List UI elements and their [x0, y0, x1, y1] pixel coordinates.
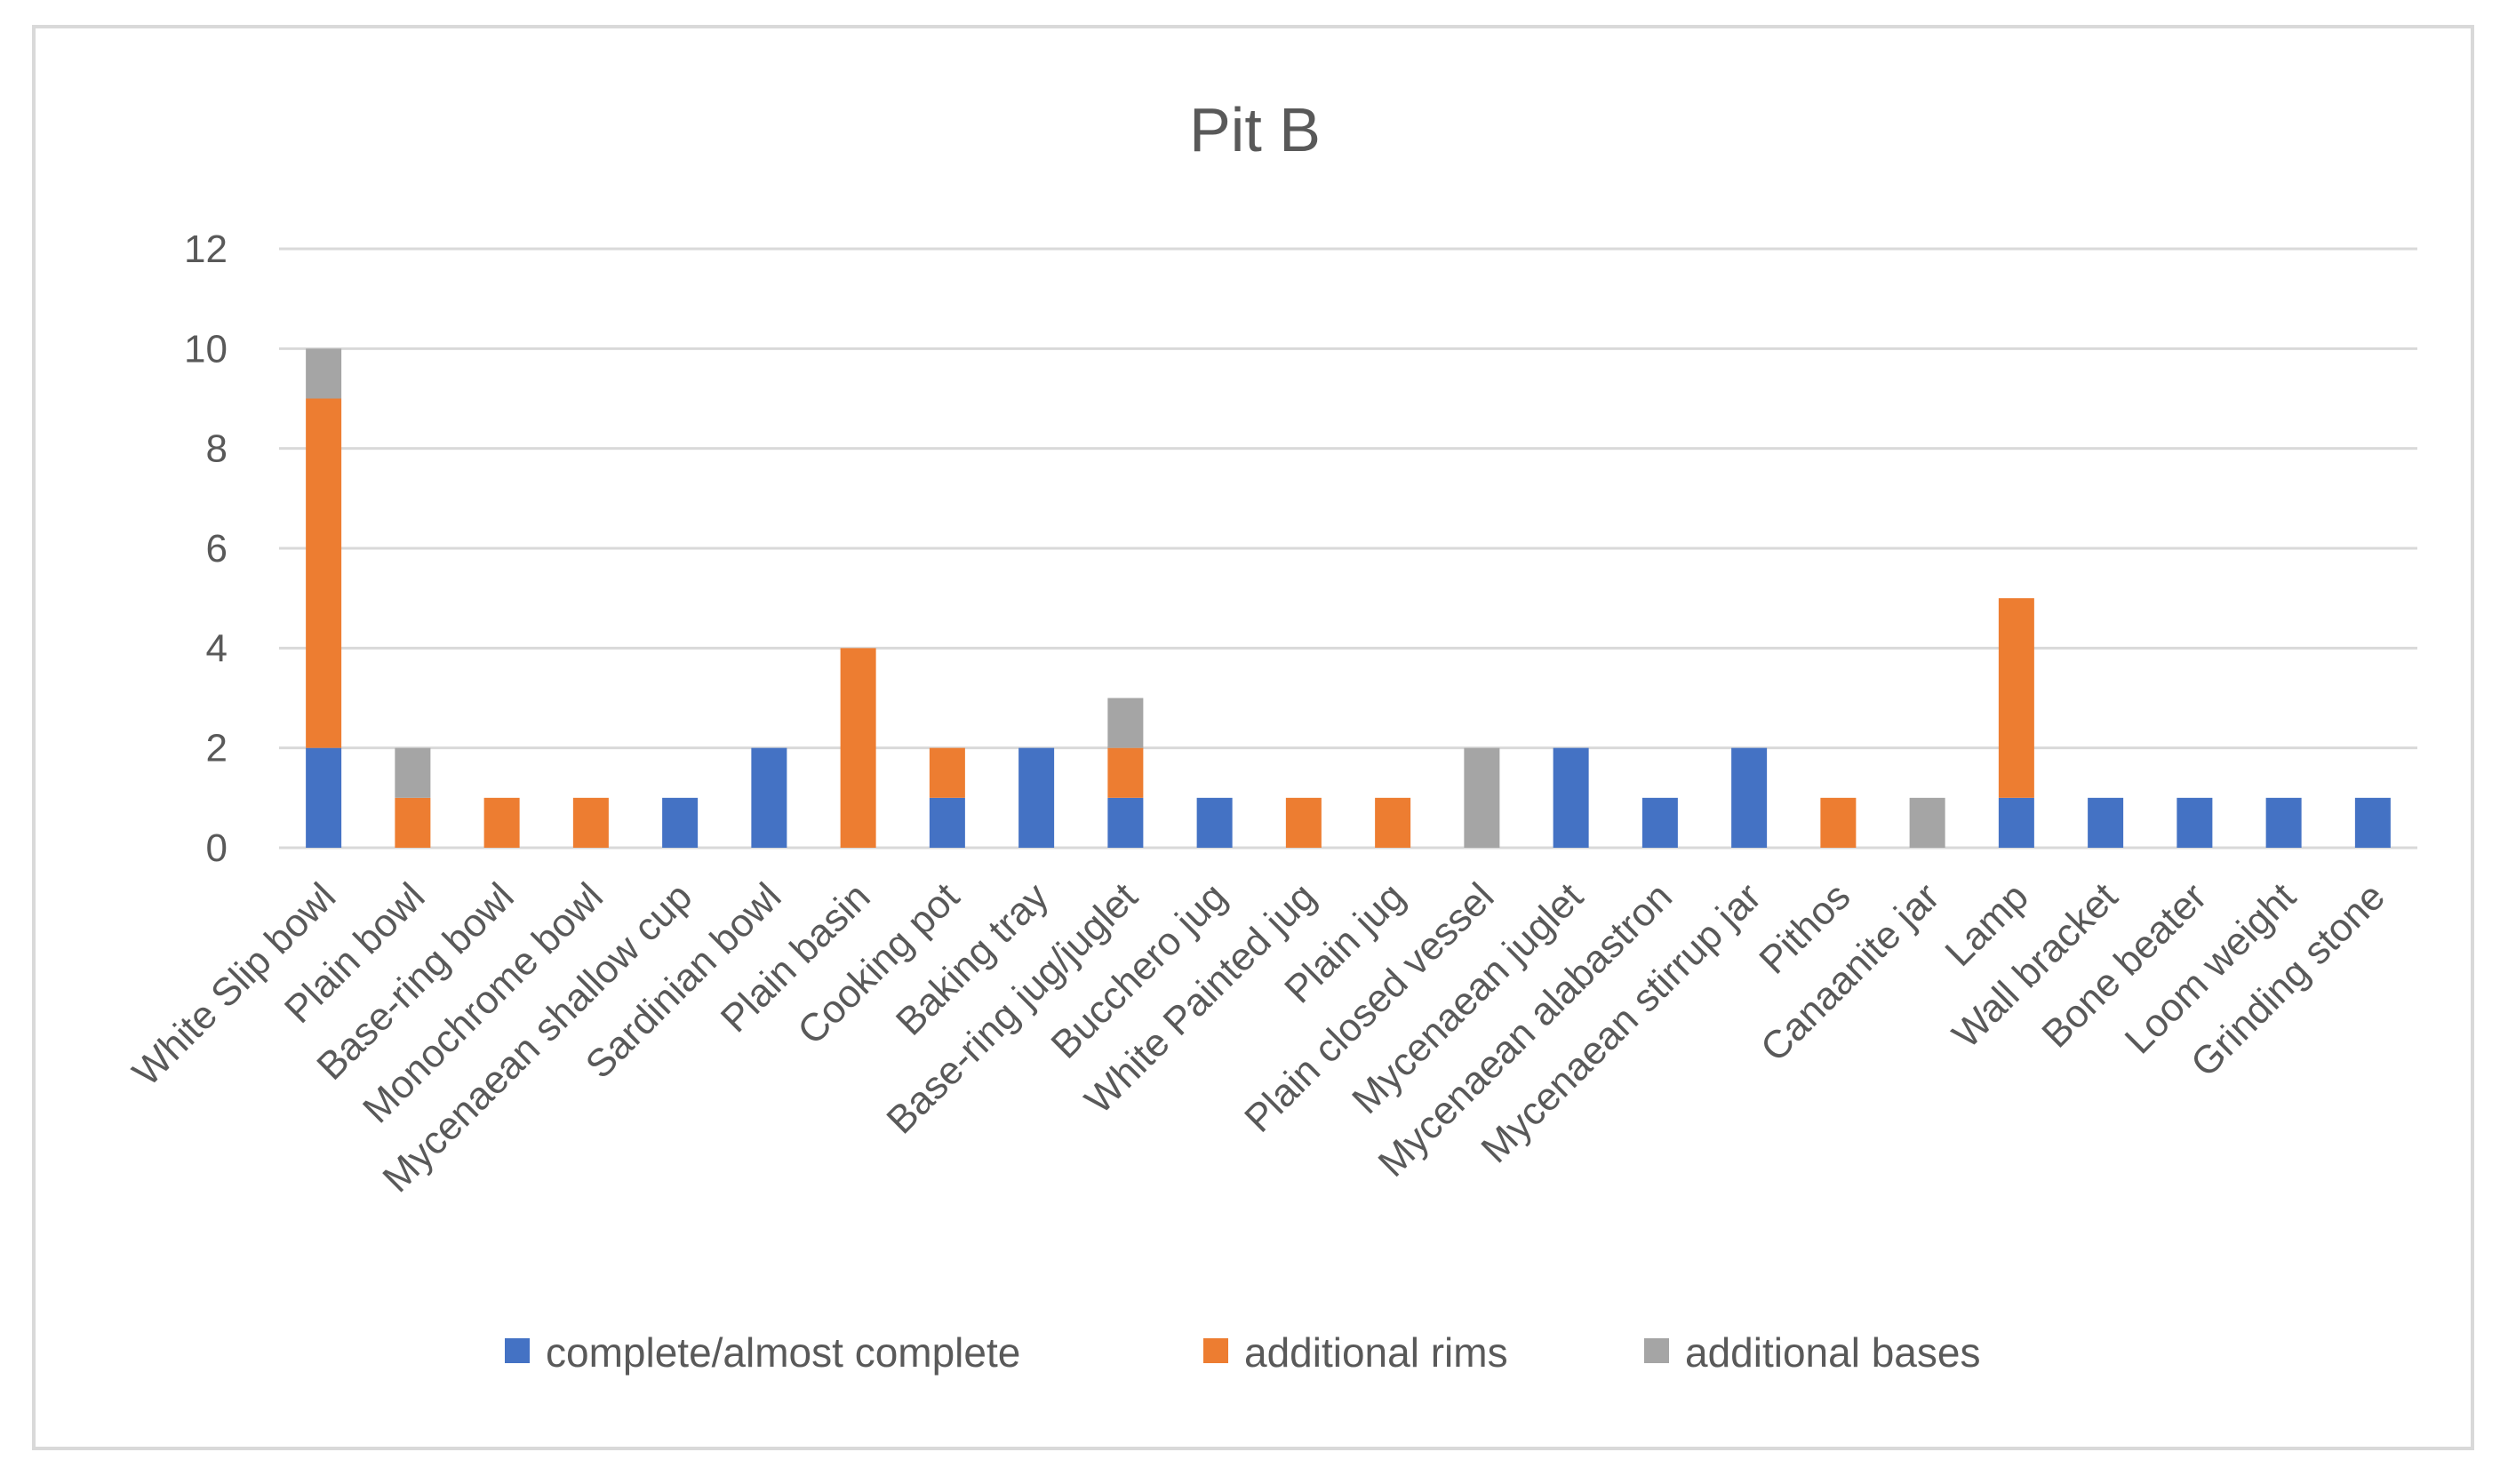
bar-complete — [2088, 797, 2124, 848]
y-tick-label: 4 — [206, 626, 228, 670]
gridlines — [279, 247, 2417, 850]
y-tick-label: 0 — [206, 826, 228, 870]
bar-complete — [1998, 797, 2034, 848]
bar-complete — [1107, 797, 1144, 848]
bar-complete — [2354, 797, 2391, 848]
bar-bases — [306, 348, 342, 399]
legend-swatch — [505, 1338, 530, 1363]
legend-label: additional bases — [1685, 1329, 1980, 1376]
bars — [306, 348, 2391, 848]
bar-rims — [306, 398, 342, 748]
bar-bases — [1464, 747, 1500, 848]
bar-complete — [2265, 797, 2302, 848]
y-tick-label: 12 — [184, 227, 228, 271]
bar-complete — [929, 797, 965, 848]
bar-bases — [1107, 698, 1144, 748]
legend-label: complete/almost complete — [546, 1329, 1020, 1376]
bar-complete — [1553, 747, 1589, 848]
bar-rims — [395, 797, 431, 848]
bar-complete — [751, 747, 787, 848]
bar-rims — [483, 797, 520, 848]
bar-complete — [1018, 747, 1055, 848]
y-tick-label: 8 — [206, 427, 228, 471]
bar-rims — [1998, 598, 2034, 798]
chart-frame — [32, 25, 2474, 1450]
chart-title: Pit B — [1189, 95, 1321, 164]
bar-complete — [1196, 797, 1233, 848]
bar-complete — [1731, 747, 1768, 848]
y-axis-ticks: 0 2 4 6 8 10 12 — [184, 227, 228, 870]
legend-swatch — [1644, 1338, 1669, 1363]
legend-swatch — [1203, 1338, 1228, 1363]
bar-bases — [1909, 797, 1945, 848]
bar-complete — [306, 747, 342, 848]
bar-rims — [1107, 747, 1144, 798]
bar-complete — [662, 797, 699, 848]
bar-rims — [929, 747, 965, 798]
legend: complete/almost complete additional rims a… — [505, 1329, 1980, 1376]
bar-rims — [840, 648, 876, 848]
bar-complete — [2177, 797, 2213, 848]
bar-bases — [395, 747, 431, 798]
y-tick-label: 2 — [206, 727, 228, 770]
legend-label: additional rims — [1244, 1329, 1508, 1376]
bar-rims — [1820, 797, 1857, 848]
bar-complete — [1641, 797, 1678, 848]
bar-rims — [1285, 797, 1322, 848]
y-tick-label: 6 — [206, 527, 228, 570]
bar-rims — [572, 797, 609, 848]
bar-rims — [1375, 797, 1411, 848]
y-tick-label: 10 — [184, 327, 228, 371]
